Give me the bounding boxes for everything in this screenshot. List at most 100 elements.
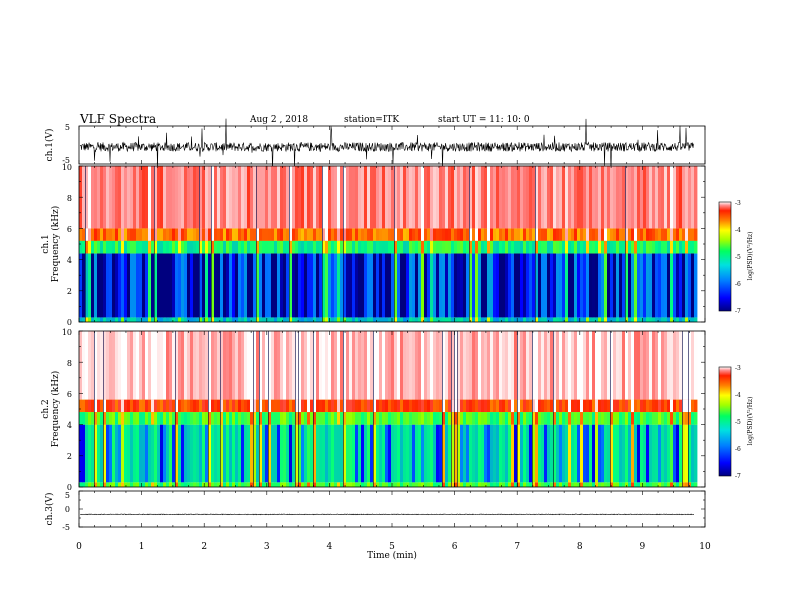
spec2-cell — [655, 399, 659, 413]
spec2-cell — [316, 482, 320, 487]
spec1-cell — [115, 166, 119, 229]
spec2-cell — [193, 331, 197, 400]
spec2-cell — [340, 331, 344, 400]
spec2-cell — [94, 424, 98, 483]
spec2-cell — [652, 331, 656, 400]
spec1-cell — [115, 253, 119, 318]
spec1-cell — [412, 240, 416, 254]
spec1-cell — [430, 317, 434, 322]
spec1-cell — [577, 240, 581, 254]
spec1-cell — [589, 228, 593, 241]
spec2-sferic — [175, 331, 176, 487]
spec2-cell — [544, 331, 548, 400]
spec1-cell — [409, 253, 413, 318]
spec1-cell — [190, 253, 194, 318]
spec2-cell — [574, 482, 578, 487]
spec1-cell — [610, 166, 614, 229]
spec1-cell — [298, 253, 302, 318]
spec1-cell — [631, 166, 635, 229]
spec1-cell — [409, 228, 413, 241]
spec1-cell — [166, 166, 170, 229]
spec1-cell — [199, 253, 203, 318]
spec1-cell — [598, 228, 602, 241]
spec1-cell — [439, 166, 443, 229]
spec1-cell — [94, 240, 98, 254]
spec1-sferic — [256, 166, 257, 322]
spec1-cell — [163, 166, 167, 229]
spec1-cell — [532, 253, 536, 318]
spec2-cell — [178, 331, 182, 400]
spec1-cell — [274, 166, 278, 229]
spec1-cell — [607, 253, 611, 318]
spec1-cell — [505, 228, 509, 241]
spec1-cell — [148, 166, 152, 229]
spec2-cell — [388, 412, 392, 425]
spec2-cell — [682, 331, 686, 400]
spec1-cell — [334, 166, 338, 229]
spec1-cell — [685, 317, 689, 322]
spec1-cell — [583, 240, 587, 254]
spec2-cell — [442, 482, 446, 487]
spec1-cell — [583, 166, 587, 229]
spec1-cell — [640, 240, 644, 254]
spec1-cell — [217, 228, 221, 241]
spec2-cell — [292, 412, 296, 425]
spec2-cell — [265, 399, 269, 413]
spec1-cell — [277, 228, 281, 241]
spec1-cell — [115, 240, 119, 254]
spec1-cell — [283, 240, 287, 254]
spec1-cell — [232, 228, 236, 241]
spec2-cell — [652, 412, 656, 425]
spec2-cell — [313, 399, 317, 413]
spec2-cell — [373, 482, 377, 487]
spec1-cell — [274, 240, 278, 254]
spec1-cell — [316, 317, 320, 322]
spec1-cell — [286, 253, 290, 318]
spec2-cell — [259, 399, 263, 413]
spec2-cell — [298, 424, 302, 483]
spec1-cell — [505, 253, 509, 318]
spec2-cell — [298, 482, 302, 487]
spec2-cell — [127, 331, 131, 400]
spec1-cell — [655, 253, 659, 318]
spec1-cell — [118, 240, 122, 254]
spec2-cell — [319, 482, 323, 487]
spec2-cell — [592, 482, 596, 487]
spec2-cell — [115, 424, 119, 483]
spec1-cell — [379, 317, 383, 322]
spec1-cell — [160, 317, 164, 322]
spec2-cell — [667, 424, 671, 483]
spec2-cell — [487, 399, 491, 413]
spec2-cell — [616, 482, 620, 487]
spec1-cell — [199, 240, 203, 254]
spec1-cell — [379, 253, 383, 318]
spec1-cell — [643, 166, 647, 229]
spec1-cell — [517, 317, 521, 322]
spec1-cell — [214, 166, 218, 229]
spec1-cell — [544, 166, 548, 229]
spec1-cell — [559, 240, 563, 254]
spec1-cell — [481, 317, 485, 322]
spec1-cell — [550, 166, 554, 229]
spec2-cell — [637, 399, 641, 413]
spec1-cell — [82, 253, 86, 318]
spec1-cell — [82, 228, 86, 241]
spec1-cell — [523, 240, 527, 254]
spec1-cell — [406, 253, 410, 318]
spec1-cell — [301, 228, 305, 241]
spec2-cell — [163, 331, 167, 400]
spec1-cell — [466, 228, 470, 241]
spec2-cell — [163, 412, 167, 425]
spec2-cell — [403, 412, 407, 425]
spec2-cell — [688, 399, 692, 413]
spec1-cell — [388, 166, 392, 229]
spec1-cell — [286, 240, 290, 254]
spec2-cell — [673, 331, 677, 400]
spec2-cell — [682, 399, 686, 413]
spec1-cell — [343, 253, 347, 318]
spec2-cell — [214, 482, 218, 487]
spec1-cell — [667, 240, 671, 254]
spec2-cell — [445, 424, 449, 483]
spec2-cell — [517, 331, 521, 400]
spec1-cell — [565, 240, 569, 254]
